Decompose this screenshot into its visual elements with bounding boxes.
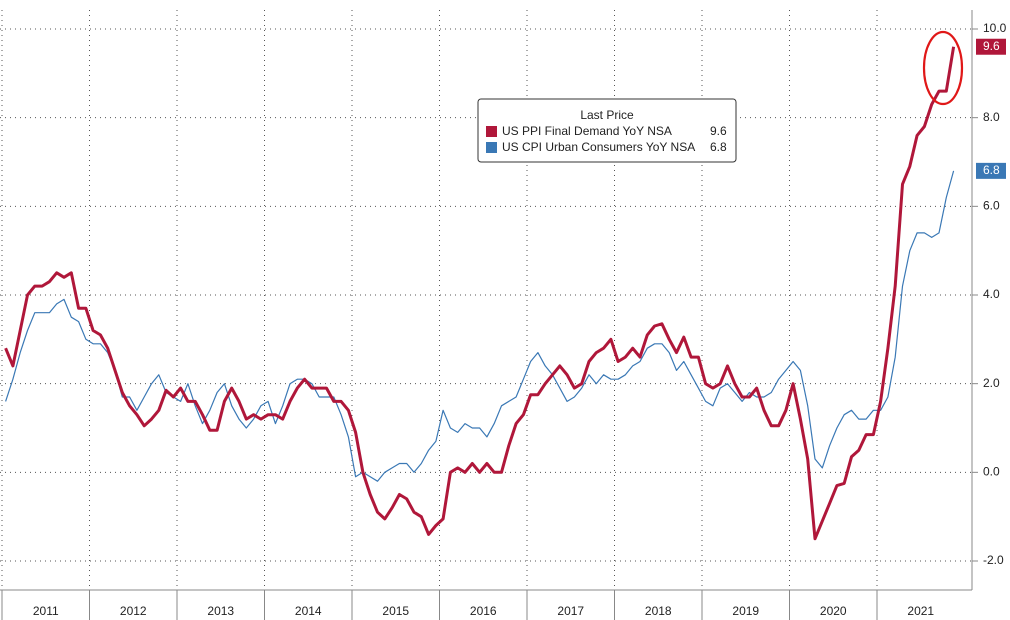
x-tick-label: 2018 — [645, 604, 672, 618]
y-tick-label: 2.0 — [983, 376, 1000, 390]
legend-label: US PPI Final Demand YoY NSA — [502, 124, 672, 138]
y-tick-label: -2.0 — [983, 553, 1004, 567]
legend-label: US CPI Urban Consumers YoY NSA — [502, 140, 695, 154]
y-tick-label: 10.0 — [983, 21, 1007, 35]
y-tick-label: 8.0 — [983, 110, 1000, 124]
x-tick-label: 2020 — [820, 604, 847, 618]
series-line — [5, 170, 955, 482]
y-tick-label: 4.0 — [983, 287, 1000, 301]
last-value-tag — [976, 38, 1006, 55]
y-tick-label: 0.0 — [983, 465, 1000, 479]
highlight-circle — [922, 30, 964, 106]
x-tick-label: 2011 — [33, 604, 59, 618]
legend-title: Last Price — [580, 108, 634, 122]
x-tick-label: 2019 — [732, 604, 759, 618]
y-tick-label: 6.0 — [983, 199, 1000, 213]
legend-swatch — [486, 126, 497, 137]
x-tick-label: 2014 — [295, 604, 322, 618]
x-tick-label: 2016 — [470, 604, 497, 618]
x-tick-label: 2013 — [207, 604, 234, 618]
x-tick-label: 2015 — [382, 604, 409, 618]
legend: Last Price US PPI Final Demand YoY NSA 9… — [477, 98, 737, 163]
legend-box — [477, 98, 737, 163]
last-value-label: 9.6 — [983, 39, 1000, 53]
series-line — [4, 46, 956, 541]
x-tick-label: 2017 — [557, 604, 584, 618]
last-value-label: 6.8 — [983, 163, 1000, 177]
x-tick-label: 2021 — [907, 604, 934, 618]
legend-value: 6.8 — [710, 140, 727, 154]
legend-swatch — [486, 142, 497, 153]
legend-value: 9.6 — [710, 124, 727, 138]
last-value-tag — [976, 162, 1006, 179]
x-tick-label: 2012 — [120, 604, 147, 618]
